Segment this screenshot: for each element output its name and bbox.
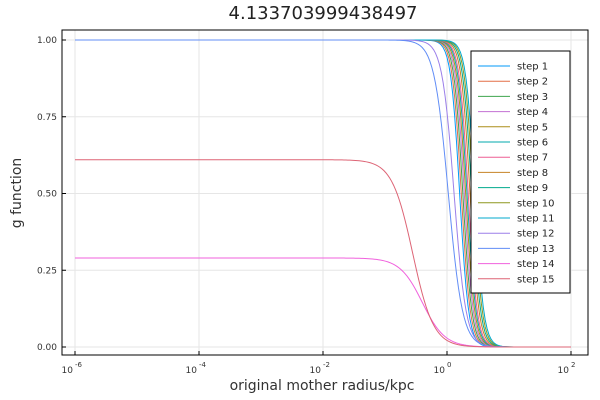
series-lines (75, 39, 571, 348)
x-tick-base: 10 (62, 366, 74, 376)
x-tick-base: 10 (310, 366, 322, 376)
legend-label: step 6 (517, 138, 548, 149)
legend-label: step 11 (517, 214, 555, 225)
legend-item: step 5 (478, 122, 548, 133)
chart-title: 4.133703999438497 (229, 3, 418, 24)
legend-item: step 11 (478, 214, 555, 225)
series-line-15 (75, 159, 571, 348)
y-tick-label: 0.75 (37, 113, 57, 123)
legend-label: step 1 (517, 62, 548, 73)
y-tick-label: 0.00 (37, 343, 57, 353)
legend-item: step 6 (478, 138, 548, 149)
y-tick-label: 0.50 (37, 190, 57, 200)
x-tick-exponent: -4 (199, 361, 207, 369)
legend-item: step 8 (478, 168, 548, 179)
legend-item: step 13 (478, 244, 555, 255)
x-tick-label: 10-2 (310, 361, 330, 376)
x-tick-label: 102 (558, 361, 576, 376)
legend-item: step 9 (478, 183, 548, 194)
y-axis-label: g function (9, 158, 25, 229)
x-tick-label: 100 (434, 361, 452, 376)
plot-frame (61, 29, 589, 356)
legend-label: step 5 (517, 122, 548, 133)
y-tick-label: 1.00 (37, 36, 57, 46)
legend-label: step 3 (517, 92, 548, 103)
legend: step 1 step 2 step 3 step 4 step 5 step 6 step… (470, 50, 571, 294)
legend-item: step 15 (478, 274, 555, 285)
x-tick-exponent: -6 (75, 361, 83, 369)
legend-item: step 4 (478, 107, 548, 118)
x-tick-label: 10-6 (62, 361, 83, 376)
legend-item: step 12 (478, 229, 555, 240)
legend-item: step 2 (478, 77, 548, 88)
legend-label: step 9 (517, 183, 548, 194)
legend-label: step 2 (517, 77, 548, 88)
legend-item: step 1 (478, 62, 548, 73)
legend-label: step 8 (517, 168, 548, 179)
legend-label: step 14 (517, 259, 555, 270)
x-tick-base: 10 (434, 366, 446, 376)
legend-label: step 12 (517, 229, 555, 240)
legend-item: step 10 (478, 198, 555, 209)
x-axis-label: original mother radius/kpc (230, 378, 415, 394)
legend-item: step 14 (478, 259, 555, 270)
legend-label: step 10 (517, 198, 555, 209)
legend-item: step 7 (478, 153, 548, 164)
x-tick-exponent: -2 (323, 361, 330, 369)
x-tick-label: 10-4 (186, 361, 207, 376)
series-line-13 (75, 39, 571, 348)
x-tick-base: 10 (186, 366, 198, 376)
x-tick-exponent: 0 (447, 361, 451, 369)
y-tick-label: 0.25 (37, 266, 57, 276)
legend-label: step 7 (517, 153, 548, 164)
legend-label: step 4 (517, 107, 548, 118)
x-tick-exponent: 2 (571, 361, 575, 369)
legend-item: step 3 (478, 92, 548, 103)
x-tick-base: 10 (558, 366, 570, 376)
y-tick-labels: 0.00 0.25 0.50 0.75 1.00 (37, 36, 66, 353)
legend-label: step 13 (517, 244, 555, 255)
legend-label: step 15 (517, 274, 555, 285)
